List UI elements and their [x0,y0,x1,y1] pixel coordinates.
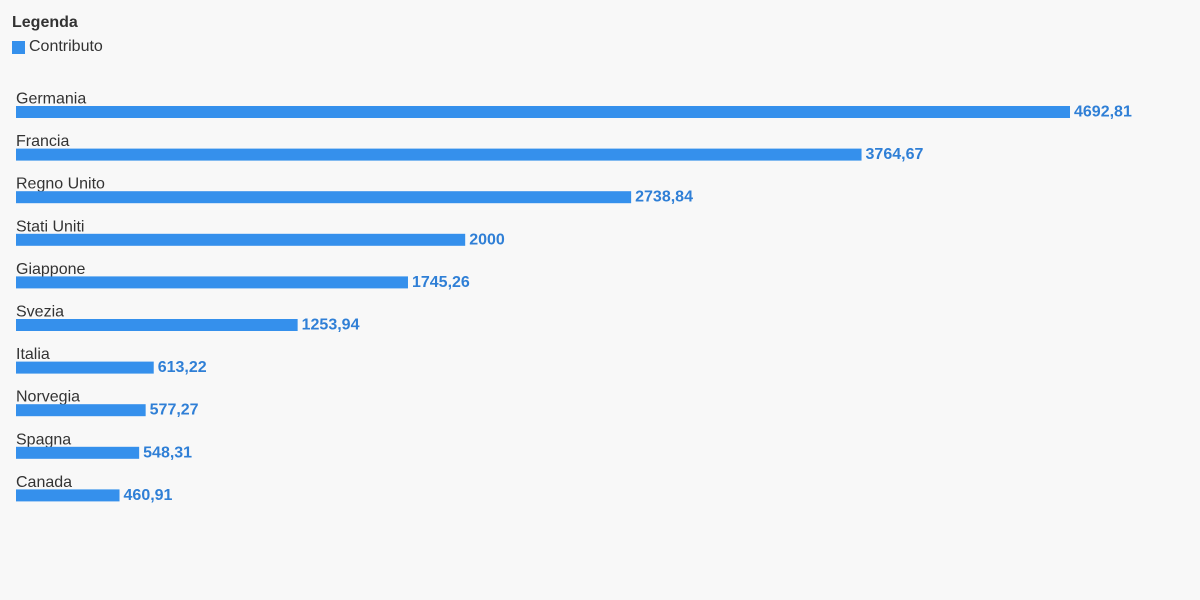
value-label-svezia: 1253,94 [302,317,360,334]
value-label-francia: 3764,67 [866,146,924,163]
value-label-spagna: 548,31 [143,444,192,461]
bars-group: Germania 4692,81 Francia 3764,67 Regno Unito… [16,91,1132,504]
bar-francia[interactable] [16,148,862,161]
category-label-canada: Canada [16,474,72,491]
bar-spagna[interactable] [16,446,140,459]
legend-swatch [12,40,25,54]
bar-norvegia[interactable] [16,404,146,417]
bar-svezia[interactable] [16,319,298,331]
category-label-norvegia: Norvegia [16,389,80,406]
legend: Legenda Contributo [12,13,103,57]
category-label-spagna: Spagna [16,431,71,448]
bar-germania[interactable] [16,106,1070,118]
value-label-germania: 4692,81 [1074,104,1132,121]
category-label-giappone: Giappone [16,261,85,278]
category-label-italia: Italia [16,346,50,363]
bar-italia[interactable] [16,361,154,374]
category-label-svezia: Svezia [16,304,64,321]
value-label-norvegia: 577,27 [150,402,199,419]
value-label-canada: 460,91 [124,487,173,504]
value-label-giappone: 1745,26 [412,274,470,291]
category-label-stati-uniti: Stati Uniti [16,218,84,235]
category-label-germania: Germania [16,91,86,108]
value-label-regno-unito: 2738,84 [635,189,693,206]
legend-label: Contributo [29,38,103,55]
bar-stati-uniti[interactable] [16,233,466,246]
value-label-stati-uniti: 2000 [469,231,505,248]
category-label-francia: Francia [16,133,69,150]
legend-item-contributo[interactable]: Contributo [12,37,103,57]
category-label-regno-unito: Regno Unito [16,176,105,193]
value-label-italia: 613,22 [158,359,207,376]
bar-regno-unito[interactable] [16,191,632,204]
legend-title: Legenda [12,14,78,31]
bar-canada[interactable] [16,489,120,502]
bar-giappone[interactable] [16,276,408,289]
